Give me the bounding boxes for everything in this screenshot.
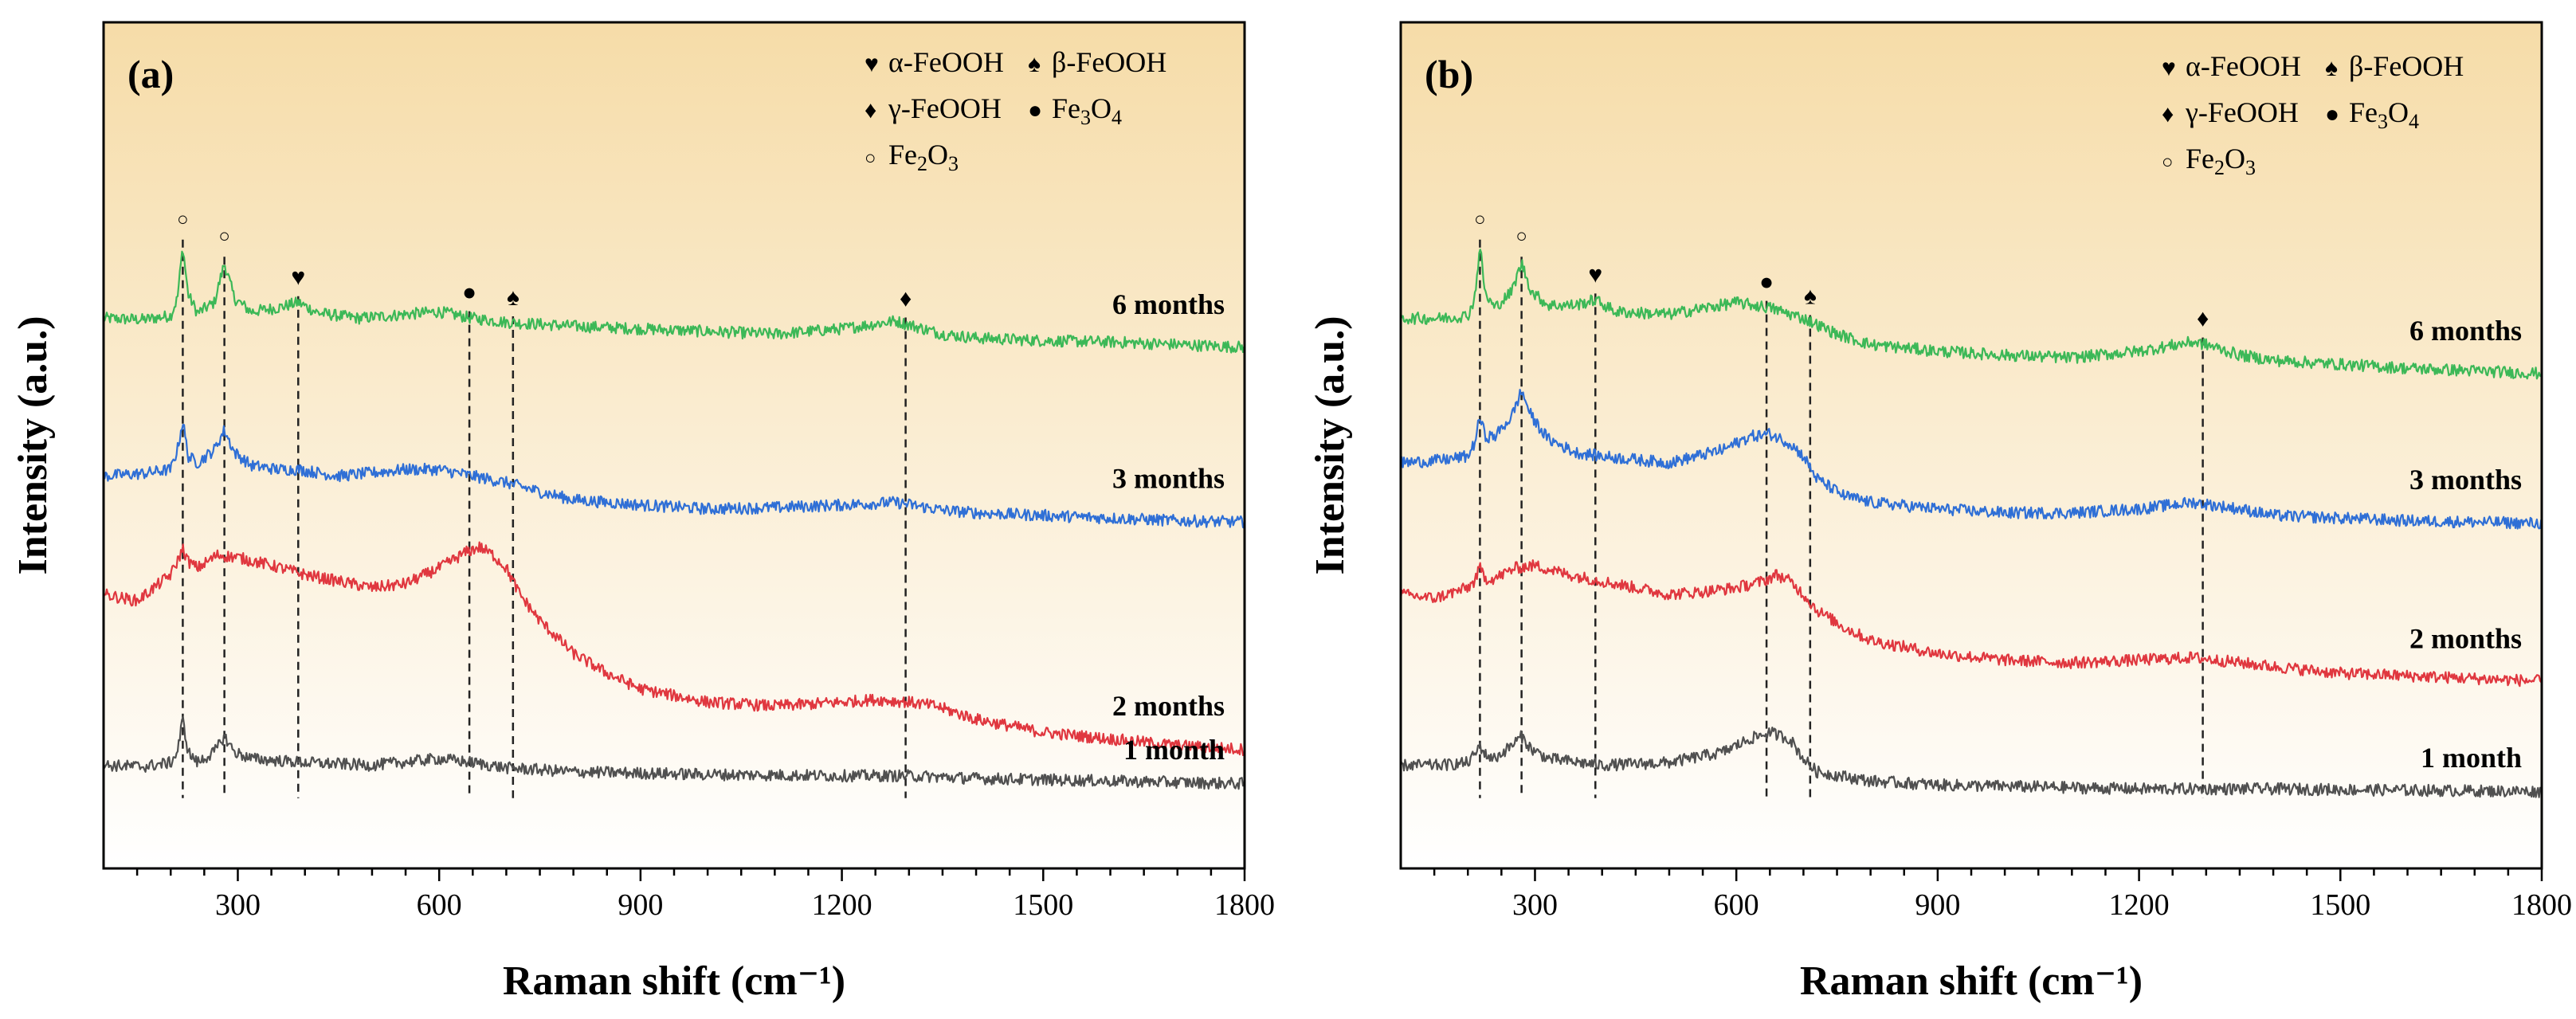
series-label: 3 months [2409, 464, 2522, 496]
series-label: 2 months [2409, 622, 2522, 654]
series-line-3-months [1399, 389, 2543, 530]
panel-b-series-labels: 6 months 3 months 2 months 1 month [2409, 315, 2522, 774]
series-label: 3 months [1112, 462, 1225, 494]
panel-a-xlabel: Raman shift (cm⁻¹) [503, 958, 845, 1004]
peak-marker: ○ [1515, 226, 1527, 247]
peak-marker: ○ [177, 210, 189, 230]
legend-symbol: ♠ [2325, 55, 2338, 81]
panel-a-ylabel: Intensity (a.u.) [10, 315, 56, 574]
legend-symbol: ♥ [2162, 55, 2176, 81]
peak-marker: ♥ [291, 265, 305, 291]
panel-b-label: (b) [1425, 52, 1473, 96]
series-line-2-months [102, 541, 1245, 756]
panel-b-curves [1399, 249, 2543, 798]
legend-symbol: ♠ [1028, 51, 1041, 77]
panel-b-x-ticks: 300 600 900 1200 1500 1800 [1433, 868, 2572, 922]
panel-b-xlabel: Raman shift (cm⁻¹) [1800, 958, 2143, 1004]
legend-label: Fe3O4 [1052, 92, 1122, 129]
panel-b-background [1401, 22, 2542, 868]
legend-label: γ-FeOOH [888, 92, 1002, 124]
x-tick-label: 1200 [812, 888, 872, 922]
peak-marker: ● [462, 280, 476, 306]
legend-label: Fe2O3 [2186, 143, 2256, 179]
x-tick-label: 1800 [1214, 888, 1275, 922]
x-tick-label: 1200 [2109, 888, 2170, 922]
legend-label: Fe2O3 [888, 139, 959, 175]
legend-label: α-FeOOH [2186, 50, 2301, 82]
legend-symbol: ● [1028, 97, 1042, 123]
x-tick-label: 300 [215, 888, 261, 922]
peak-marker: ♥ [1588, 261, 1602, 288]
legend-label: γ-FeOOH [2185, 96, 2299, 128]
x-tick-label: 900 [618, 888, 663, 922]
series-line-3-months [102, 424, 1245, 529]
panel-a-label: (a) [127, 52, 174, 96]
legend-label: α-FeOOH [888, 46, 1004, 78]
series-line-1-month [1399, 727, 2543, 798]
panel-a-curves [102, 250, 1245, 790]
series-label: 1 month [2421, 742, 2522, 774]
legend-symbol: ♦ [865, 97, 876, 123]
series-label: 1 month [1123, 734, 1225, 766]
legend-label: β-FeOOH [2349, 50, 2464, 82]
series-line-2-months [1399, 559, 2543, 688]
series-line-6-months [102, 250, 1245, 354]
panel-a: ○ ○ ♥ ● ♠ ♦ 6 months 3 months 2 months 1 month 3… [10, 21, 1275, 1004]
legend-symbol: ♦ [2162, 101, 2174, 127]
series-label: 6 months [1112, 288, 1225, 320]
legend-symbol: ♥ [865, 51, 879, 77]
panel-b: ○ ○ ♥ ● ♠ ♦ 6 months 3 months 2 months 1 month 3… [1308, 21, 2572, 1004]
peak-marker: ● [1759, 269, 1774, 296]
x-tick-label: 300 [1512, 888, 1558, 922]
legend-symbol: ○ [2162, 152, 2174, 173]
panel-b-peak-markers: ○ ○ ♥ ● ♠ ♦ [1474, 210, 2209, 332]
legend-symbol: ○ [865, 148, 876, 169]
panel-a-reference-lines [182, 239, 907, 798]
series-line-6-months [1399, 249, 2542, 380]
panel-a-peak-markers: ○ ○ ♥ ● ♠ ♦ [177, 210, 912, 312]
peak-marker: ♦ [2197, 306, 2209, 332]
legend-label: β-FeOOH [1052, 46, 1166, 78]
legend-label: Fe3O4 [2349, 96, 2419, 133]
peak-marker: ○ [1474, 210, 1486, 230]
x-tick-label: 600 [417, 888, 462, 922]
panel-a-background [104, 22, 1245, 868]
panel-b-legend: ♥ α-FeOOH ♠ β-FeOOH ♦ γ-FeOOH ● Fe3O4 ○ Fe2O3 [2162, 50, 2464, 179]
panel-a-x-ticks: 300 600 900 1200 1500 1800 [135, 868, 1275, 922]
series-label: 2 months [1112, 690, 1225, 722]
panel-a-legend: ♥ α-FeOOH ♠ β-FeOOH ♦ γ-FeOOH ● Fe3O4 ○ Fe2O3 [865, 46, 1166, 175]
panel-a-series-labels: 6 months 3 months 2 months 1 month [1112, 288, 1225, 766]
legend-symbol: ● [2325, 101, 2339, 127]
x-tick-label: 1500 [2310, 888, 2370, 922]
panel-b-reference-lines [1479, 239, 2204, 798]
peak-marker: ♠ [507, 284, 520, 311]
series-label: 6 months [2409, 315, 2522, 347]
peak-marker: ♦ [900, 286, 912, 312]
x-tick-label: 1500 [1013, 888, 1073, 922]
peak-marker: ○ [218, 226, 230, 247]
x-tick-label: 900 [1915, 888, 1960, 922]
panel-b-ylabel: Intensity (a.u.) [1308, 315, 1353, 574]
x-tick-label: 600 [1714, 888, 1759, 922]
x-tick-label: 1800 [2511, 888, 2572, 922]
peak-marker: ♠ [1804, 283, 1817, 309]
series-line-1-month [103, 716, 1245, 790]
